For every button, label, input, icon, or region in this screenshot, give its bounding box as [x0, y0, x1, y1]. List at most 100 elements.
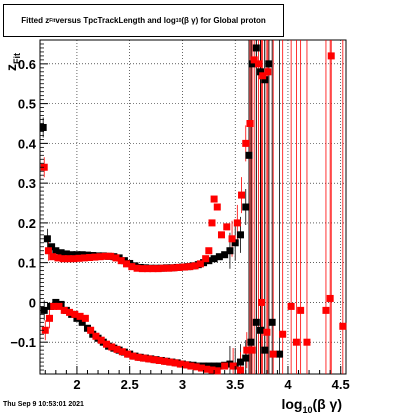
- red-point: [196, 260, 204, 268]
- red-point: [176, 360, 184, 368]
- plot-frame: [39, 39, 347, 375]
- red-point: [238, 191, 246, 199]
- red-point: [133, 264, 141, 272]
- red-point: [166, 358, 174, 366]
- chart-title-suffix: (β γ) for Global proton: [181, 16, 266, 25]
- black-point: [261, 76, 269, 84]
- y-tick-label: 0.5: [18, 97, 36, 112]
- red-point: [210, 195, 218, 203]
- red-point: [49, 253, 57, 261]
- x-tick-label: 2.5: [121, 377, 139, 392]
- red-point: [128, 263, 136, 271]
- x-tick-label: 3: [179, 377, 186, 392]
- red-point: [197, 364, 205, 372]
- red-point: [112, 254, 120, 262]
- chart-title-middle: versus TpcTrackLength and log: [55, 16, 176, 25]
- red-point: [144, 265, 152, 273]
- red-point: [202, 255, 210, 263]
- red-point: [217, 231, 225, 239]
- red-point: [229, 362, 237, 370]
- black-point: [247, 338, 255, 346]
- black-point: [52, 247, 60, 255]
- red-point: [170, 264, 178, 272]
- red-point: [123, 260, 131, 268]
- red-point: [213, 203, 221, 211]
- red-point: [326, 294, 334, 302]
- red-point: [208, 219, 216, 227]
- timestamp-footer: Thu Sep 9 10:53:01 2021: [3, 401, 84, 408]
- black-point: [252, 44, 260, 52]
- red-point: [165, 264, 173, 272]
- chart-title-prefix: Fitted z: [21, 16, 50, 25]
- red-point: [213, 367, 221, 375]
- error-bar-layer: [42, 40, 344, 374]
- y-axis-title: zFit: [3, 53, 22, 71]
- y-tick-label: 0.4: [18, 136, 37, 151]
- black-point: [43, 235, 51, 243]
- red-point: [297, 306, 305, 314]
- red-point: [221, 362, 229, 370]
- y-tick-label: 0.2: [18, 216, 36, 231]
- x-tick-label: 2: [73, 377, 80, 392]
- red-point: [264, 68, 272, 76]
- red-point: [113, 345, 121, 353]
- red-point: [124, 350, 132, 358]
- red-point: [101, 252, 109, 260]
- red-point: [171, 359, 179, 367]
- black-point: [245, 151, 253, 159]
- red-point: [45, 314, 53, 322]
- red-point: [279, 330, 287, 338]
- red-point: [161, 357, 169, 365]
- red-point: [208, 366, 216, 374]
- red-point: [181, 263, 189, 271]
- red-point: [292, 338, 300, 346]
- red-point: [118, 348, 126, 356]
- red-point: [250, 56, 258, 64]
- black-point: [248, 60, 256, 68]
- red-point: [134, 353, 142, 361]
- black-point: [236, 358, 244, 366]
- red-point: [60, 306, 68, 314]
- y-tick-label: 0.6: [18, 57, 36, 72]
- red-point: [327, 52, 335, 60]
- black-point: [73, 251, 81, 259]
- red-point: [259, 72, 267, 80]
- black-point: [215, 253, 223, 261]
- black-point: [57, 249, 65, 257]
- red-point: [96, 253, 104, 261]
- red-point: [59, 255, 67, 263]
- red-point: [102, 340, 110, 348]
- chart-title-sub-fit: Fit: [49, 17, 56, 24]
- black-point: [257, 68, 265, 76]
- red-point: [76, 312, 84, 320]
- red-point: [81, 314, 89, 322]
- black-point: [210, 362, 218, 370]
- red-point: [228, 235, 236, 243]
- red-point: [322, 306, 330, 314]
- red-point: [159, 264, 167, 272]
- red-point: [70, 255, 78, 263]
- black-point: [265, 60, 273, 68]
- black-point: [221, 251, 229, 259]
- red-point: [155, 356, 163, 364]
- red-point: [54, 254, 62, 262]
- black-point: [261, 346, 269, 354]
- red-point: [205, 247, 213, 255]
- red-point: [248, 346, 256, 354]
- red-point: [41, 326, 49, 334]
- x-tick-label: 4: [284, 377, 292, 392]
- red-point: [117, 257, 125, 265]
- red-point: [129, 352, 137, 360]
- black-point: [242, 354, 250, 362]
- x-tick-label: 3.5: [226, 377, 244, 392]
- point-layer: [39, 44, 347, 375]
- red-point: [339, 322, 347, 330]
- black-point: [236, 231, 244, 239]
- chart-title-sub-10: 10: [175, 17, 182, 24]
- red-point: [92, 332, 100, 340]
- black-point: [48, 243, 56, 251]
- red-point: [246, 120, 254, 127]
- black-point: [52, 298, 60, 306]
- red-point: [75, 254, 83, 262]
- black-point: [252, 318, 260, 326]
